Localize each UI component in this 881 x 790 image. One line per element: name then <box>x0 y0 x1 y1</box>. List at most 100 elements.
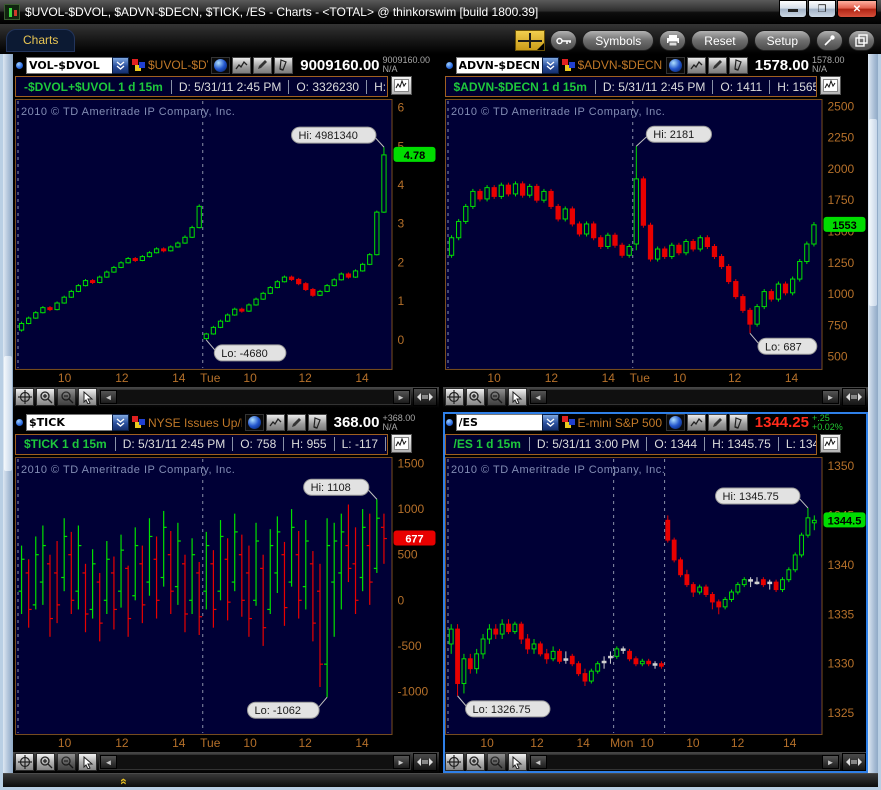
print-button[interactable] <box>659 30 687 51</box>
tab-charts[interactable]: Charts <box>6 29 76 52</box>
link-cube-icon[interactable] <box>132 58 145 72</box>
link-cube-icon[interactable] <box>132 416 145 429</box>
minimize-button[interactable]: ▬ <box>779 0 807 18</box>
quick-chart-button[interactable] <box>820 76 841 95</box>
sync-orb-button[interactable] <box>665 56 685 74</box>
crosshair-button[interactable] <box>15 388 34 407</box>
svg-text:Hi: 4981340: Hi: 4981340 <box>299 130 358 142</box>
zoom-out-button[interactable] <box>486 388 506 407</box>
scroll-left-button[interactable]: ◄ <box>529 755 547 770</box>
symbol-input[interactable] <box>455 56 542 74</box>
chart-scrollbar[interactable]: ◄ ► <box>528 754 840 771</box>
quick-chart-button[interactable] <box>390 433 412 453</box>
sync-orb-button[interactable] <box>211 56 231 74</box>
symbol-input[interactable] <box>26 414 112 432</box>
studies-button[interactable] <box>274 56 294 74</box>
price-chart[interactable]: 2010 © TD Ameritrade IP Company, Inc. 654… <box>15 99 439 370</box>
draw-button[interactable] <box>707 56 727 74</box>
x-axis-tick-label: 14 <box>601 370 615 385</box>
chart-style-button[interactable] <box>232 56 252 74</box>
price-chart[interactable]: 2010 © TD Ameritrade IP Company, Inc. 135… <box>444 456 869 735</box>
scroll-left-button[interactable]: ◄ <box>529 390 547 405</box>
right-sidebar-gripper[interactable] <box>868 54 878 773</box>
scroll-right-button[interactable]: ► <box>822 755 839 770</box>
expand-axis-button[interactable] <box>842 388 866 407</box>
svg-text:4.78: 4.78 <box>404 150 425 162</box>
link-cube-icon[interactable] <box>561 416 575 429</box>
zoom-out-button[interactable] <box>57 388 76 407</box>
x-axis-tick-label: Mon <box>610 735 634 750</box>
chart-scrollbar[interactable]: ◄ ► <box>99 389 411 406</box>
chart-style-button[interactable] <box>686 56 706 74</box>
chart-style-button[interactable] <box>686 414 706 432</box>
zoom-out-button[interactable] <box>57 753 76 772</box>
chart-style-button[interactable] <box>265 414 285 432</box>
draw-button[interactable] <box>707 414 727 432</box>
studies-button[interactable] <box>307 414 327 432</box>
quick-chart-button[interactable] <box>820 433 841 453</box>
app-icon <box>4 4 20 20</box>
zoom-in-button[interactable] <box>36 388 55 407</box>
symbol-dropdown-button[interactable] <box>112 56 129 74</box>
ohlc-fields: D: 5/31/11 3:00 PM O: 1344 H: 1345.75 L: 13… <box>528 437 816 452</box>
copy-button[interactable] <box>848 30 875 51</box>
crosshair-button[interactable] <box>444 753 464 772</box>
zoom-in-button[interactable] <box>465 388 485 407</box>
reset-button[interactable]: Reset <box>691 30 749 51</box>
pointer-button[interactable] <box>507 388 527 407</box>
price-chart[interactable]: 2010 © TD Ameritrade IP Company, Inc. 250… <box>444 99 869 370</box>
zoom-in-button[interactable] <box>465 753 485 772</box>
sub-price: +368.00 N/A <box>382 412 416 432</box>
layout-grid-button[interactable] <box>515 30 546 51</box>
symbols-button[interactable]: Symbols <box>582 30 655 51</box>
crosshair-button[interactable] <box>444 388 464 407</box>
h-arrows-icon <box>416 758 433 767</box>
sync-orb-button[interactable] <box>244 414 264 432</box>
svg-text:1330: 1330 <box>827 657 854 671</box>
scroll-right-button[interactable]: ► <box>392 755 410 770</box>
last-price: 1578.00 <box>754 56 809 74</box>
quick-chart-button[interactable] <box>390 76 412 95</box>
link-cube-icon[interactable] <box>561 58 575 72</box>
expand-axis-button[interactable] <box>412 753 437 772</box>
zoom-out-button[interactable] <box>486 753 506 772</box>
sync-orb-button[interactable] <box>665 414 685 432</box>
expand-axis-button[interactable] <box>842 753 866 772</box>
symbol-dropdown-button[interactable] <box>541 56 559 74</box>
symbol-input[interactable] <box>455 414 542 432</box>
svg-text:1750: 1750 <box>827 193 854 207</box>
pin-button[interactable] <box>816 30 843 51</box>
pointer-button[interactable] <box>78 388 97 407</box>
symbol-dropdown-button[interactable] <box>112 414 129 432</box>
draw-button[interactable] <box>253 56 273 74</box>
restore-button[interactable]: ❐ <box>808 0 836 18</box>
scroll-right-button[interactable]: ► <box>392 390 410 405</box>
studies-button[interactable] <box>728 414 748 432</box>
symbol-dropdown-button[interactable] <box>541 414 559 432</box>
draw-button[interactable] <box>286 414 306 432</box>
expand-axis-button[interactable] <box>412 388 437 407</box>
crosshair-button[interactable] <box>15 753 34 772</box>
price-chart[interactable]: 2010 © TD Ameritrade IP Company, Inc. 150… <box>15 456 439 735</box>
last-price: 9009160.00 <box>300 56 380 74</box>
zoom-in-button[interactable] <box>36 753 55 772</box>
pointer-button[interactable] <box>507 753 527 772</box>
panel-header: NYSE Issues Up/Down Ratio 368.00 +368.00… <box>13 412 439 434</box>
expand-bottom-panel-chevron-icon[interactable]: « <box>116 777 131 784</box>
symbol-input[interactable] <box>26 56 112 74</box>
tools-key-button[interactable] <box>550 30 578 51</box>
left-sidebar-gripper[interactable] <box>3 54 13 773</box>
scroll-left-button[interactable]: ◄ <box>100 755 117 770</box>
chart-scrollbar[interactable]: ◄ ► <box>99 754 411 771</box>
flask-icon <box>279 59 288 71</box>
pointer-button[interactable] <box>78 753 97 772</box>
close-button[interactable]: ✕ <box>837 0 877 18</box>
setup-button[interactable]: Setup <box>753 30 811 51</box>
chart-scrollbar[interactable]: ◄ ► <box>528 389 840 406</box>
studies-button[interactable] <box>728 56 748 74</box>
scroll-right-button[interactable]: ► <box>822 390 839 405</box>
scroll-left-button[interactable]: ◄ <box>100 390 117 405</box>
svg-text:5: 5 <box>398 139 405 153</box>
